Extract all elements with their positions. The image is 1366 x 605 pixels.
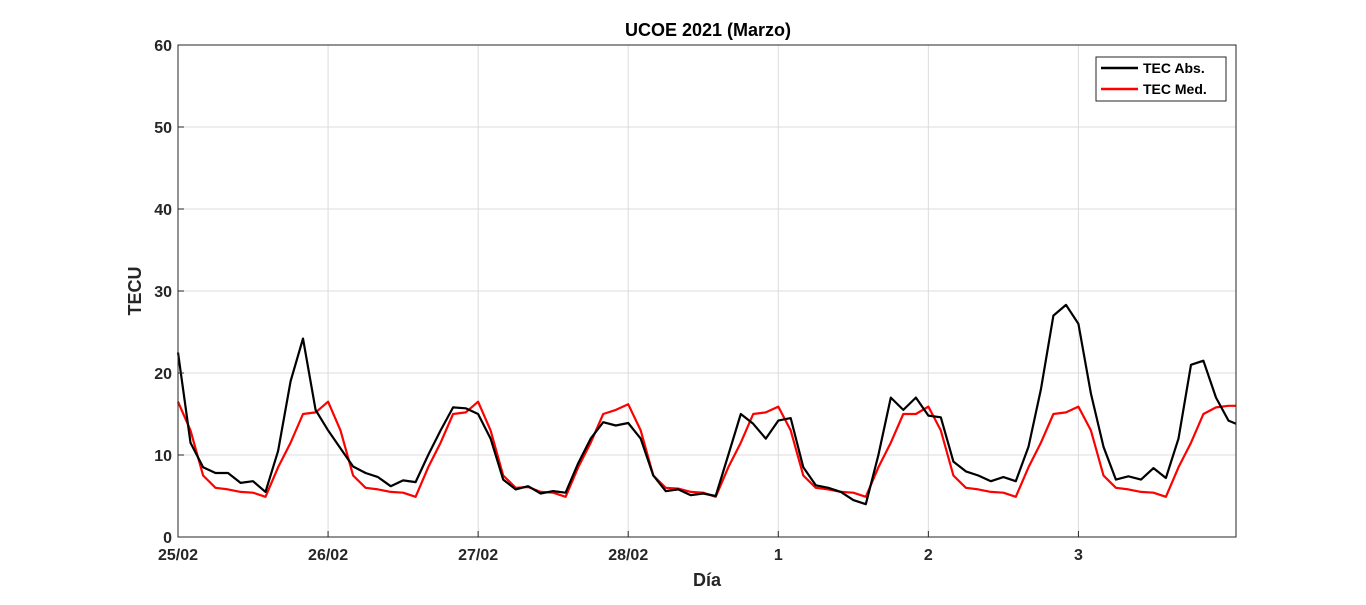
y-tick-label: 40 bbox=[154, 202, 172, 219]
x-tick-label: 3 bbox=[1074, 547, 1083, 564]
legend: TEC Abs. TEC Med. bbox=[1095, 56, 1227, 102]
legend-entry-tec-med: TEC Med. bbox=[1143, 81, 1207, 97]
x-tick-label: 27/02 bbox=[458, 547, 498, 564]
y-tick-label: 0 bbox=[163, 530, 172, 547]
y-tick-label: 60 bbox=[154, 38, 172, 55]
x-axis-ticks: 25/02 26/02 27/02 28/02 1 2 3 bbox=[158, 531, 1083, 564]
chart-title: UCOE 2021 (Marzo) bbox=[625, 20, 791, 40]
x-tick-label: 26/02 bbox=[308, 547, 348, 564]
y-axis-label: TECU bbox=[125, 267, 145, 316]
y-axis-ticks: 0 10 20 30 40 50 60 bbox=[154, 38, 184, 547]
series-line-tec-abs bbox=[176, 303, 1237, 506]
x-tick-label: 25/02 bbox=[158, 547, 198, 564]
x-tick-label: 1 bbox=[774, 547, 783, 564]
legend-entry-tec-abs: TEC Abs. bbox=[1143, 60, 1205, 76]
y-tick-label: 50 bbox=[154, 120, 172, 137]
y-tick-label: 30 bbox=[154, 284, 172, 301]
series-layer bbox=[176, 303, 1237, 506]
y-tick-label: 10 bbox=[154, 448, 172, 465]
x-axis-label: Día bbox=[693, 570, 722, 590]
gridlines bbox=[178, 45, 1236, 537]
x-tick-label: 2 bbox=[924, 547, 933, 564]
legend-box bbox=[1095, 56, 1227, 102]
y-tick-label: 20 bbox=[154, 366, 172, 383]
x-tick-label: 28/02 bbox=[608, 547, 648, 564]
